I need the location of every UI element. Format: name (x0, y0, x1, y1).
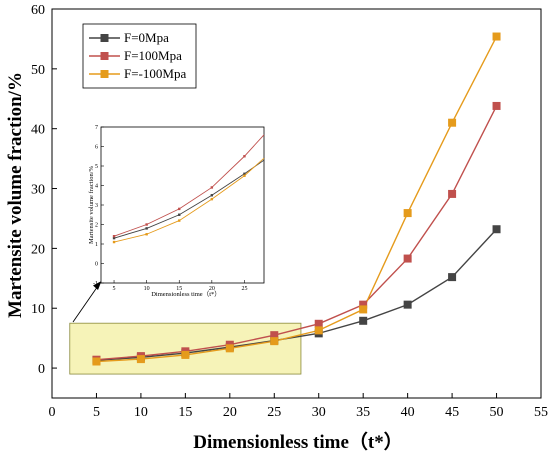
inset-series-1-point (178, 207, 181, 211)
series-line-0 (96, 228, 498, 361)
legend-swatch-marker-1 (100, 52, 109, 60)
inset-series-1-point (243, 155, 246, 158)
inset-y-tick-label: -1 (93, 281, 98, 287)
series-1-point (359, 300, 368, 309)
series-2-point (92, 357, 101, 366)
series-1-point (270, 331, 279, 340)
series-2-point (270, 337, 279, 346)
inset-series-2-point (178, 219, 181, 222)
x-axis-title: Dimensionless time（t*） (193, 430, 403, 453)
inset-x-axis-ticks: 5 10 15 20 25 (113, 280, 247, 292)
inset-y-tick-label: 0 (95, 262, 98, 268)
legend-label-0: F=0Mpa (124, 30, 169, 45)
inset-series-2-point (210, 197, 214, 201)
inset-series-1-point (145, 223, 148, 226)
series-0-point (448, 273, 457, 282)
x-axis-ticks: 0 5 10 15 20 25 30 35 40 45 50 55 (49, 393, 548, 420)
inset-x-tick-label: 20 (209, 286, 215, 292)
inset-x-tick-label: 15 (176, 286, 182, 292)
inset-x-tick-label: 5 (113, 286, 116, 292)
inset-series-2-point (112, 240, 116, 244)
series-1-point (448, 189, 457, 198)
inset-series-layer (112, 134, 265, 244)
inset-series-1-point (210, 186, 214, 189)
inset-series-2-point (243, 174, 246, 177)
series-1-point (314, 319, 323, 328)
y-tick-label: 20 (31, 242, 45, 257)
inset-x-tick-label: 10 (144, 286, 150, 292)
x-tick-label: 15 (178, 405, 192, 420)
x-tick-label: 40 (401, 405, 415, 420)
inset-y-axis-ticks: -1 0 1 2 3 4 5 6 7 (93, 125, 104, 287)
inset-y-axis-title: Martensite volume fraction/% (88, 165, 95, 244)
series-0-point (403, 300, 412, 309)
inset-y-tick-label: 6 (95, 145, 98, 151)
y-tick-label: 50 (31, 63, 45, 78)
series-2-point (225, 344, 234, 353)
legend-swatch-marker-2 (100, 70, 109, 78)
x-tick-label: 35 (356, 405, 370, 420)
y-tick-label: 40 (31, 123, 45, 138)
inset-x-axis-title: Dimensionless time（t*） (151, 290, 221, 298)
inset-series-0-point (243, 172, 246, 175)
y-axis-ticks: 0 10 20 30 40 50 60 (31, 3, 57, 377)
inset-series-line-2 (113, 157, 265, 243)
series-1-point (492, 101, 501, 110)
inset-series-0-point (145, 227, 148, 230)
legend-swatch-marker-0 (100, 34, 109, 42)
x-tick-label: 10 (134, 405, 148, 420)
inset-series-1-point (112, 235, 116, 238)
plot-frame (51, 8, 542, 399)
inset-series-0-point (178, 213, 181, 216)
series-2-point (448, 118, 457, 127)
series-layer (92, 32, 501, 366)
legend-label-2: F=-100Mpa (124, 66, 186, 81)
inset-y-tick-label: 1 (95, 242, 98, 248)
y-tick-label: 30 (31, 183, 45, 198)
y-axis-title: Martensite volume fraction/% (5, 72, 26, 318)
inset-y-tick-label: 3 (95, 203, 98, 209)
series-2-point (181, 350, 190, 359)
x-tick-label: 25 (267, 405, 281, 420)
legend: F=0Mpa F=100Mpa F=-100Mpa (82, 23, 197, 89)
series-line-1 (96, 105, 498, 361)
x-tick-label: 5 (93, 405, 100, 420)
x-tick-label: 50 (490, 405, 504, 420)
zoom-arrow (72, 281, 102, 323)
legend-label-1: F=100Mpa (124, 48, 182, 63)
inset-series-line-0 (113, 159, 265, 239)
inset-x-tick-label: 25 (241, 286, 247, 292)
inset-series-line-1 (113, 134, 265, 237)
x-tick-label: 20 (223, 405, 237, 420)
x-tick-label: 45 (445, 405, 459, 420)
series-line-2 (96, 36, 498, 363)
y-tick-label: 0 (38, 362, 45, 377)
inset-y-tick-label: 5 (95, 164, 98, 170)
series-2-point (403, 209, 412, 218)
series-2-point (492, 32, 501, 41)
y-tick-label: 60 (31, 3, 45, 18)
x-tick-label: 0 (49, 405, 56, 420)
inset-chart: 5 10 15 20 25 -1 0 1 2 3 4 5 6 7 Dimensionless time（… (88, 125, 265, 298)
y-tick-label: 10 (31, 302, 45, 317)
series-0-point (359, 316, 368, 325)
inset-series-0-point (112, 236, 116, 240)
inset-y-tick-label: 7 (95, 125, 98, 131)
series-2-point (314, 326, 323, 335)
x-tick-label: 30 (312, 405, 326, 420)
inset-y-tick-label: 4 (95, 184, 98, 190)
series-2-point (359, 305, 368, 314)
x-tick-label: 55 (534, 405, 548, 420)
inset-series-2-point (145, 233, 148, 236)
series-1-point (403, 254, 412, 263)
series-0-point (492, 225, 501, 234)
inset-y-tick-label: 2 (95, 223, 98, 229)
series-2-point (136, 355, 145, 364)
inset-series-0-point (210, 194, 214, 197)
inset-frame (100, 126, 265, 284)
